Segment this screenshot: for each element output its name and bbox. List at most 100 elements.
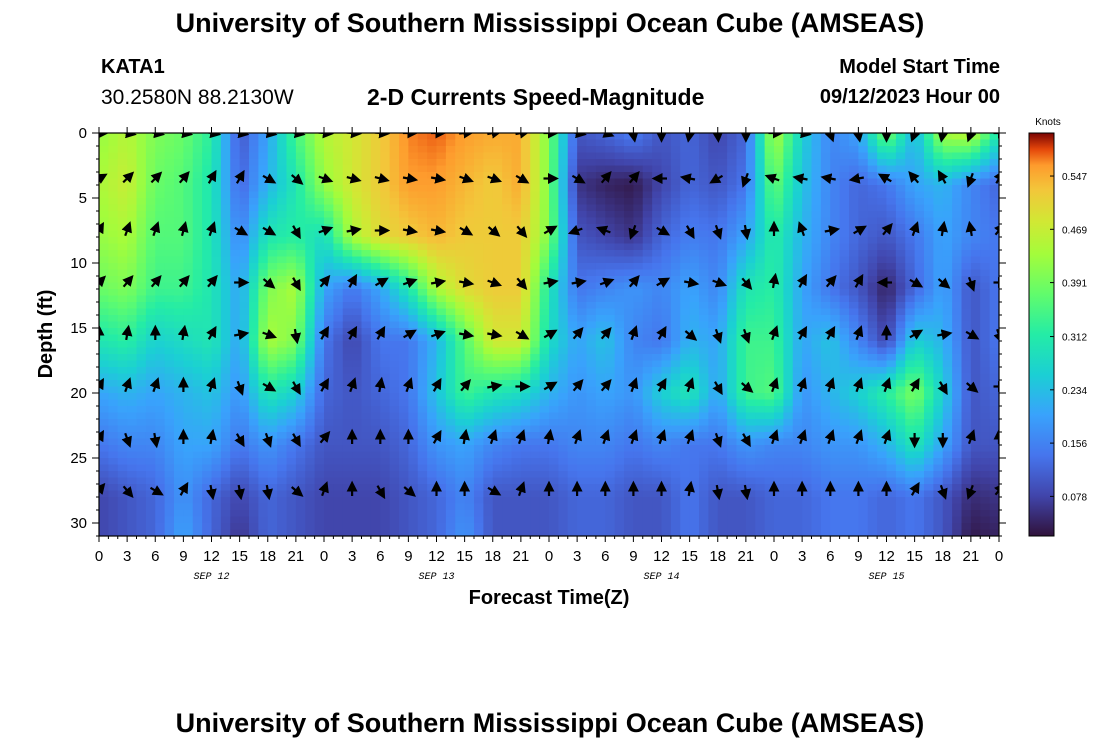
heatmap-cell [605, 347, 616, 355]
heatmap-cell [258, 146, 269, 154]
heatmap-cell [652, 308, 663, 316]
heatmap-cell [520, 393, 531, 401]
heatmap-cell [145, 289, 156, 297]
heatmap-cell [877, 165, 888, 173]
heatmap-cell [549, 438, 559, 446]
heatmap-cell [952, 237, 963, 245]
heatmap-cell [858, 165, 869, 173]
heatmap-cell [586, 315, 597, 323]
heatmap-cell [764, 243, 775, 251]
heatmap-cell [642, 198, 653, 206]
heatmap-cell [389, 263, 400, 271]
heatmap-cell [905, 432, 916, 440]
heatmap-cell [352, 250, 363, 258]
heatmap-cell [127, 360, 138, 368]
heatmap-cell [745, 211, 756, 219]
heatmap-cell [220, 432, 231, 440]
heatmap-cell [980, 308, 991, 316]
heatmap-cell [258, 282, 269, 290]
heatmap-cell [342, 230, 353, 238]
heatmap-cell [352, 302, 363, 310]
heatmap-cell [933, 367, 944, 375]
heatmap-cell [727, 178, 738, 186]
heatmap-cell [605, 269, 616, 277]
heatmap-cell [192, 321, 203, 329]
heatmap-cell [445, 347, 456, 355]
heatmap-cell [980, 380, 991, 388]
heatmap-cell [361, 172, 372, 180]
heatmap-cell [792, 458, 803, 466]
heatmap-cell [108, 250, 119, 258]
heatmap-cell [633, 224, 644, 232]
heatmap-cell [586, 217, 597, 225]
heatmap-cell [783, 406, 794, 414]
heatmap-cell [839, 217, 850, 225]
heatmap-cell [455, 250, 466, 258]
heatmap-cell [774, 425, 784, 433]
heatmap-cell [764, 412, 775, 420]
heatmap-cell [174, 419, 184, 427]
heatmap-cell [849, 191, 859, 199]
heatmap-cell [520, 412, 531, 420]
heatmap-cell [783, 204, 794, 212]
heatmap-cell [811, 185, 822, 193]
heatmap-cell [689, 230, 700, 238]
heatmap-cell [174, 412, 184, 420]
heatmap-cell [352, 263, 363, 271]
heatmap-cell [277, 406, 288, 414]
heatmap-cell [230, 269, 241, 277]
heatmap-cell [577, 185, 588, 193]
heatmap-cell [661, 146, 672, 154]
heatmap-cell [314, 139, 325, 147]
heatmap-cell [614, 393, 625, 401]
heatmap-cell [502, 412, 513, 420]
heatmap-cell [211, 224, 222, 232]
heatmap-cell [727, 419, 738, 427]
heatmap-cell [436, 406, 447, 414]
heatmap-cell [230, 399, 241, 407]
heatmap-cell [108, 380, 119, 388]
heatmap-cell [961, 347, 972, 355]
heatmap-cell [961, 393, 972, 401]
heatmap-cell [267, 360, 278, 368]
heatmap-cell [905, 406, 916, 414]
heatmap-cell [811, 289, 822, 297]
heatmap-cell [886, 302, 897, 310]
heatmap-cell [155, 386, 166, 394]
heatmap-cell [558, 276, 569, 284]
heatmap-cell [155, 406, 166, 414]
heatmap-cell [867, 399, 878, 407]
heatmap-cell [464, 211, 475, 219]
heatmap-cell [549, 289, 559, 297]
heatmap-cell [708, 256, 719, 264]
heatmap-cell [689, 360, 700, 368]
heatmap-cell [239, 341, 250, 349]
heatmap-cell [174, 445, 184, 453]
heatmap-cell [830, 289, 841, 297]
heatmap-cell [127, 393, 138, 401]
heatmap-cell [427, 172, 438, 180]
heatmap-cell [905, 211, 916, 219]
heatmap-cell [408, 165, 419, 173]
heatmap-cell [267, 302, 278, 310]
heatmap-cell [699, 191, 709, 199]
heatmap-cell [99, 159, 109, 167]
heatmap-cell [202, 256, 213, 264]
heatmap-cell [811, 451, 822, 459]
heatmap-cell [839, 178, 850, 186]
heatmap-cell [849, 347, 859, 355]
heatmap-cell [699, 438, 709, 446]
heatmap-cell [258, 230, 269, 238]
heatmap-cell [980, 432, 991, 440]
heatmap-cell [277, 276, 288, 284]
heatmap-cell [474, 217, 484, 225]
heatmap-cell [942, 133, 953, 141]
model-start-time: 09/12/2023 Hour 00 [819, 86, 1000, 108]
heatmap-cell [220, 237, 231, 245]
heatmap-cell [905, 295, 916, 303]
heatmap-cell [989, 263, 999, 271]
heatmap-cell [164, 178, 175, 186]
heatmap-cell [389, 438, 400, 446]
heatmap-cell [174, 159, 184, 167]
heatmap-cell [633, 360, 644, 368]
